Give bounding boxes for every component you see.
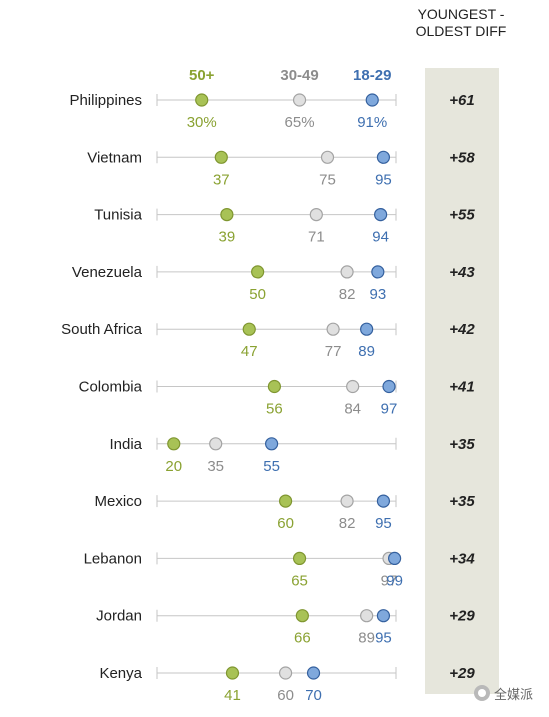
value-label-30-49-colombia: 84	[344, 401, 361, 418]
legend-label-50: 50+	[189, 67, 215, 84]
diff-value-kenya: +29	[449, 665, 475, 682]
value-label-50-philippines: 30%	[187, 114, 217, 131]
value-label-50-india: 20	[165, 458, 182, 475]
value-label-30-49-philippines: 65%	[285, 114, 315, 131]
value-label-18-29-venezuela: 93	[369, 286, 386, 303]
value-label-50-tunisia: 39	[219, 229, 236, 246]
legend-label-18-29: 18-29	[353, 67, 391, 84]
dot-18-29-lebanon	[388, 551, 402, 566]
value-label-18-29-lebanon: 99	[386, 572, 403, 589]
dot-50-philippines	[195, 93, 209, 107]
country-label-vietnam: Vietnam	[87, 149, 142, 166]
diff-value-india: +35	[449, 436, 475, 453]
country-label-jordan: Jordan	[96, 608, 142, 625]
dot-30-49-mexico	[340, 494, 354, 508]
dot-18-29-vietnam	[376, 150, 391, 164]
dot-18-29-india	[265, 437, 279, 451]
dot-50-kenya	[225, 666, 240, 680]
dot-30-49-tunisia	[309, 208, 323, 222]
dot-18-29-tunisia	[374, 208, 388, 222]
value-label-50-mexico: 60	[277, 515, 294, 532]
diff-value-lebanon: +34	[449, 550, 475, 567]
diff-value-venezuela: +43	[449, 264, 475, 281]
country-label-india: India	[109, 436, 142, 453]
dot-30-49-venezuela	[340, 265, 354, 279]
dot-18-29-venezuela	[371, 265, 385, 279]
diff-value-philippines: +61	[449, 92, 474, 109]
value-label-30-49-venezuela: 82	[339, 286, 356, 303]
value-label-50-jordan: 66	[294, 630, 311, 647]
value-label-18-29-tunisia: 94	[372, 229, 389, 246]
dot-50-mexico	[278, 494, 293, 508]
wechat-logo-icon	[474, 685, 490, 701]
watermark-text: 全媒派	[494, 686, 534, 702]
diff-value-tunisia: +55	[449, 207, 475, 224]
dot-30-49-colombia	[346, 379, 360, 394]
value-label-50-south-africa: 47	[241, 343, 258, 360]
diff-value-colombia: +41	[449, 379, 474, 396]
value-label-50-venezuela: 50	[249, 286, 266, 303]
value-label-18-29-jordan: 95	[375, 630, 392, 647]
diff-column-header: YOUNGEST - OLDEST DIFF	[415, 6, 507, 39]
value-label-30-49-india: 35	[207, 458, 224, 475]
dot-30-49-philippines	[292, 93, 307, 107]
dot-30-49-kenya	[278, 666, 293, 680]
watermark: 全媒派	[474, 683, 546, 703]
diff-column-panel	[425, 68, 499, 694]
country-label-venezuela: Venezuela	[72, 264, 143, 281]
value-label-18-29-south-africa: 89	[358, 343, 375, 360]
country-label-colombia: Colombia	[79, 379, 143, 396]
value-label-18-29-colombia: 97	[381, 401, 398, 418]
dot-18-29-kenya	[306, 666, 321, 680]
value-label-30-49-tunisia: 71	[308, 229, 325, 246]
value-label-30-49-kenya: 60	[277, 687, 294, 704]
value-label-30-49-lebanon: 97	[381, 572, 398, 589]
country-label-kenya: Kenya	[99, 665, 142, 682]
dot-50-venezuela	[251, 265, 265, 279]
country-label-lebanon: Lebanon	[84, 550, 142, 567]
diff-value-jordan: +29	[449, 608, 475, 625]
value-label-18-29-vietnam: 95	[375, 171, 392, 188]
dot-50-south-africa	[242, 322, 256, 336]
dot-18-29-philippines	[365, 93, 379, 107]
value-label-18-29-india: 55	[263, 458, 280, 475]
value-label-30-49-mexico: 82	[339, 515, 356, 532]
value-label-18-29-mexico: 95	[375, 515, 392, 532]
dot-50-colombia	[267, 379, 282, 394]
value-label-50-lebanon: 65	[291, 572, 308, 589]
dot-18-29-south-africa	[360, 322, 374, 336]
dot-18-29-mexico	[376, 494, 391, 508]
dot-50-tunisia	[220, 208, 234, 222]
dot-50-lebanon	[292, 551, 307, 566]
country-label-tunisia: Tunisia	[94, 207, 142, 224]
value-label-50-vietnam: 37	[213, 171, 230, 188]
value-label-30-49-vietnam: 75	[319, 171, 336, 188]
value-label-30-49-south-africa: 77	[325, 343, 342, 360]
diff-value-mexico: +35	[449, 493, 475, 510]
value-label-50-kenya: 41	[224, 687, 241, 704]
dot-18-29-colombia	[382, 379, 396, 394]
value-label-18-29-philippines: 91%	[357, 114, 387, 131]
country-label-mexico: Mexico	[94, 493, 142, 510]
value-label-50-colombia: 56	[266, 401, 283, 418]
diff-value-vietnam: +58	[449, 149, 475, 166]
dot-30-49-india	[209, 437, 223, 451]
country-label-south-africa: South Africa	[61, 321, 143, 338]
dot-18-29-jordan	[376, 609, 391, 623]
diff-value-south-africa: +42	[449, 321, 475, 338]
dot-30-49-south-africa	[326, 322, 340, 336]
value-label-30-49-jordan: 89	[358, 630, 375, 647]
dot-50-jordan	[295, 609, 309, 623]
legend-label-30-49: 30-49	[280, 67, 318, 84]
dot-50-india	[167, 437, 181, 451]
dot-30-49-vietnam	[320, 150, 335, 164]
dot-50-vietnam	[214, 150, 228, 164]
value-label-18-29-kenya: 70	[305, 687, 322, 704]
dot-30-49-jordan	[360, 609, 374, 623]
country-label-philippines: Philippines	[69, 92, 142, 109]
